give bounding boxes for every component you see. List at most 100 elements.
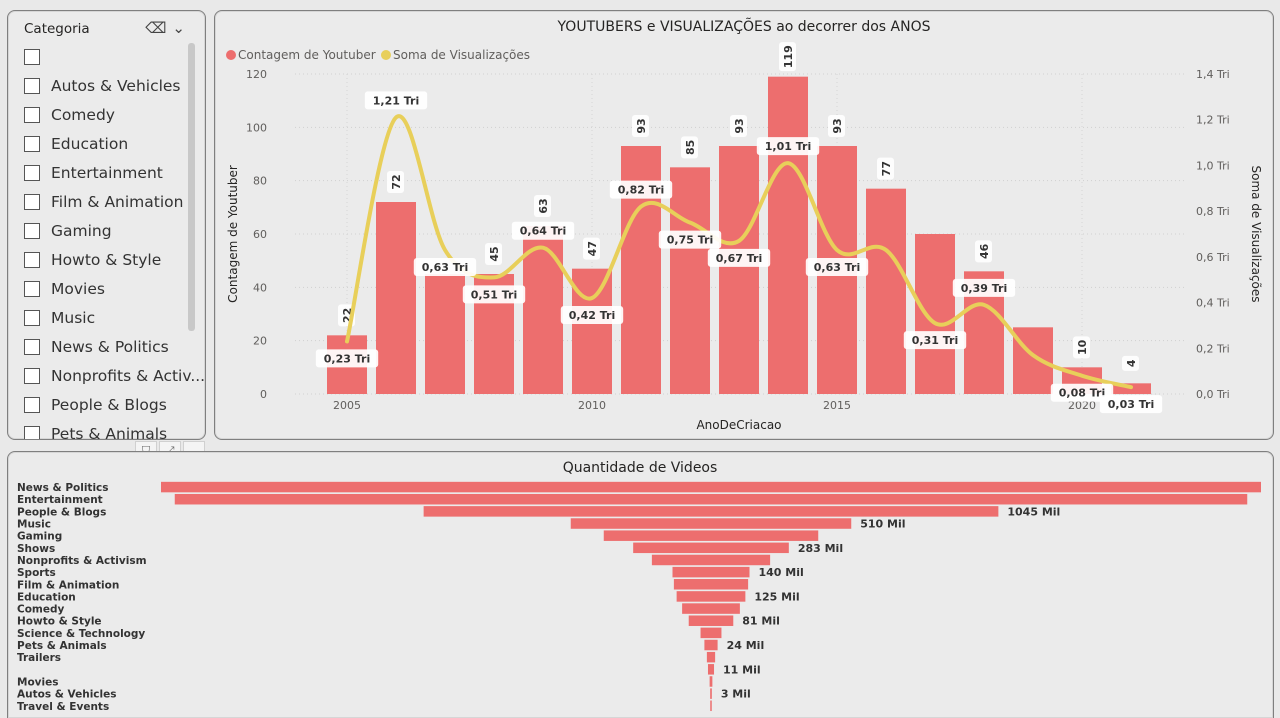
- funnel-bar[interactable]: [707, 664, 715, 675]
- bar-data-label: 85: [681, 136, 698, 159]
- checkbox[interactable]: [24, 367, 40, 384]
- slicer-item-label: Comedy: [51, 105, 115, 124]
- bar[interactable]: [670, 167, 710, 394]
- funnel-category-label: Autos & Vehicles: [17, 689, 117, 701]
- checkbox[interactable]: [24, 135, 40, 152]
- funnel-value-label: 11 Mil: [723, 663, 761, 676]
- slicer-item[interactable]: Howto & Style: [24, 245, 194, 274]
- funnel-bar[interactable]: [709, 676, 713, 687]
- bar-value-text: 47: [586, 241, 599, 256]
- funnel-bar[interactable]: [710, 700, 712, 712]
- y2-tick-label: 1,2 Tri: [1196, 114, 1230, 127]
- checkbox[interactable]: [24, 396, 40, 413]
- label-background: [1073, 336, 1090, 359]
- chevron-down-icon[interactable]: ⌄: [172, 19, 191, 37]
- checkbox[interactable]: [24, 222, 40, 239]
- line-value-text: 0,42 Tri: [569, 309, 615, 322]
- eraser-icon[interactable]: ⌫: [145, 19, 173, 37]
- slicer-item-label: Autos & Vehicles: [51, 76, 181, 95]
- bar[interactable]: [768, 76, 808, 395]
- slicer-scrollbar[interactable]: [188, 43, 195, 331]
- label-background: [1099, 395, 1163, 414]
- funnel-bar[interactable]: [676, 591, 746, 602]
- slicer-item[interactable]: Pets & Animals: [24, 419, 194, 439]
- slicer-item[interactable]: Gaming: [24, 216, 194, 245]
- slicer-item[interactable]: Comedy: [24, 100, 194, 129]
- funnel-bar[interactable]: [682, 603, 740, 614]
- slicer-item-label: Howto & Style: [51, 250, 162, 269]
- funnel-bar[interactable]: [700, 627, 722, 639]
- slicer-item-label: Nonprofits & Activ...: [51, 366, 206, 385]
- funnel-bar[interactable]: [672, 566, 750, 578]
- bar-value-text: 93: [831, 118, 844, 133]
- slicer-item-label: People & Blogs: [51, 395, 167, 414]
- bar-data-label: 77: [877, 157, 894, 180]
- bar[interactable]: [572, 268, 612, 394]
- funnel-bar[interactable]: [688, 615, 734, 626]
- funnel-value-label: 510 Mil: [860, 518, 905, 531]
- bar-data-label: 93: [730, 115, 747, 137]
- y2-tick-label: 1,4 Tri: [1196, 68, 1230, 81]
- combo-chart-panel[interactable]: YOUTUBERS e VISUALIZAÇÕES ao decorrer do…: [214, 10, 1274, 440]
- slicer-item-label: Gaming: [51, 221, 112, 240]
- slicer-item[interactable]: Music: [24, 303, 194, 332]
- line-data-label: 0,75 Tri: [658, 230, 722, 249]
- slicer-item[interactable]: [24, 42, 194, 71]
- checkbox[interactable]: [24, 164, 40, 181]
- funnel-bar[interactable]: [651, 554, 771, 566]
- x-tick-label: 2010: [578, 399, 606, 412]
- funnel-category-label: Music: [17, 519, 51, 531]
- bar[interactable]: [376, 202, 416, 394]
- slicer-item[interactable]: Nonprofits & Activ...: [24, 361, 205, 390]
- bar[interactable]: [866, 188, 906, 394]
- slicer-item[interactable]: Entertainment: [24, 158, 194, 187]
- funnel-bar[interactable]: [673, 579, 749, 590]
- checkbox[interactable]: [24, 425, 40, 439]
- funnel-bar[interactable]: [570, 518, 852, 529]
- line-data-label: 1,01 Tri: [756, 137, 820, 156]
- funnel-value-label: 81 Mil: [742, 615, 780, 628]
- checkbox[interactable]: [24, 106, 40, 123]
- checkbox[interactable]: [24, 309, 40, 326]
- funnel-chart-panel[interactable]: Quantidade de Videos News & Politics Enter…: [7, 451, 1274, 718]
- bar-data-label: 45: [485, 243, 502, 265]
- checkbox[interactable]: [24, 251, 40, 268]
- slicer-item[interactable]: People & Blogs: [24, 390, 194, 419]
- funnel-bar[interactable]: [174, 493, 1248, 505]
- line-value-text: 0,23 Tri: [324, 352, 370, 365]
- line-data-label: 0,03 Tri: [1099, 395, 1163, 414]
- bar[interactable]: [915, 234, 955, 394]
- label-background: [828, 115, 845, 137]
- funnel-bar[interactable]: [706, 651, 716, 663]
- bar[interactable]: [719, 146, 759, 394]
- bar-data-label: 93: [828, 115, 845, 137]
- legend-label: Soma de Visualizações: [393, 48, 530, 62]
- slicer-item[interactable]: News & Politics: [24, 332, 194, 361]
- bar[interactable]: [425, 274, 465, 394]
- funnel-bar[interactable]: [423, 506, 999, 517]
- funnel-bar[interactable]: [710, 688, 712, 699]
- checkbox[interactable]: [24, 280, 40, 297]
- line-data-label: 0,08 Tri: [1050, 383, 1114, 402]
- funnel-title: Quantidade de Videos: [563, 460, 718, 476]
- slicer-item[interactable]: Film & Animation: [24, 187, 194, 216]
- funnel-bar[interactable]: [161, 481, 1261, 493]
- funnel-value-label: 283 Mil: [798, 542, 843, 555]
- funnel-bar[interactable]: [633, 542, 789, 554]
- slicer-item[interactable]: Education: [24, 129, 194, 158]
- label-background: [952, 278, 1016, 297]
- funnel-category-label: Entertainment: [17, 494, 103, 506]
- label-background: [658, 230, 722, 249]
- slicer-item[interactable]: Movies: [24, 274, 194, 303]
- slicer-item[interactable]: Autos & Vehicles: [24, 71, 194, 100]
- checkbox[interactable]: [24, 338, 40, 355]
- funnel-bar[interactable]: [704, 639, 718, 651]
- bar-data-label: 4: [1122, 355, 1139, 371]
- funnel-bar[interactable]: [603, 530, 819, 541]
- checkbox[interactable]: [24, 48, 40, 65]
- checkbox[interactable]: [24, 193, 40, 210]
- line-value-text: 0,08 Tri: [1059, 387, 1105, 400]
- category-slicer[interactable]: Categoria ⌫⌄ Autos & Vehicles Comedy Educa…: [7, 10, 206, 440]
- bar[interactable]: [1013, 327, 1053, 394]
- checkbox[interactable]: [24, 77, 40, 94]
